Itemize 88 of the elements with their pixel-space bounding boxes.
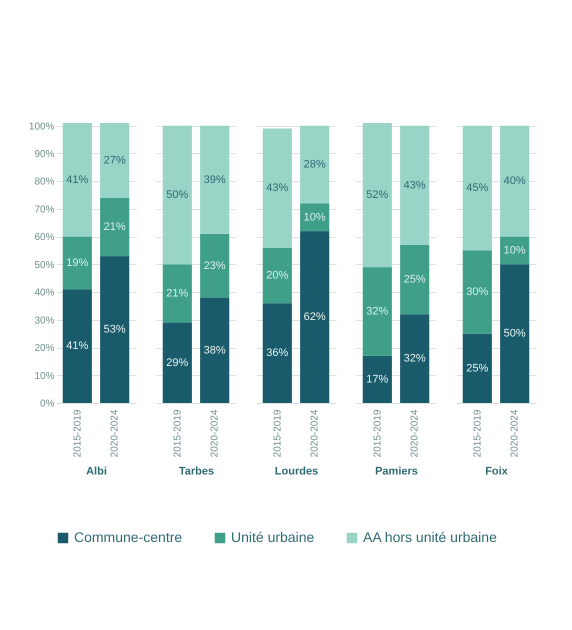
bar xyxy=(462,250,492,334)
bar xyxy=(500,236,530,264)
bar xyxy=(362,267,392,356)
bar xyxy=(100,123,130,198)
legend-label: Unité urbaine xyxy=(231,529,314,545)
bar xyxy=(362,356,392,403)
x-axis-title: Albi xyxy=(86,465,107,478)
bar xyxy=(62,289,92,403)
y-tick-label: 0% xyxy=(40,398,55,410)
data-label: 27% xyxy=(104,154,126,166)
bar xyxy=(400,314,430,403)
x-axis-title: Pamiers xyxy=(375,465,418,478)
x-tick-label: 2020-2024 xyxy=(510,409,521,458)
bar xyxy=(200,234,230,298)
x-tick-label: 2015-2019 xyxy=(172,409,184,458)
bar xyxy=(300,231,330,403)
bar xyxy=(262,248,292,304)
data-label: 21% xyxy=(104,220,126,233)
data-label: 38% xyxy=(204,344,226,356)
data-label: 39% xyxy=(204,174,226,186)
y-tick-label: 50% xyxy=(34,260,55,271)
data-label: 30% xyxy=(466,286,489,298)
data-label: 20% xyxy=(266,269,289,282)
bar xyxy=(262,128,292,248)
bar xyxy=(500,126,530,237)
data-label: 43% xyxy=(266,182,289,194)
bar xyxy=(162,264,192,323)
legend-label: AA hors unité urbaine xyxy=(363,529,498,545)
data-label: 52% xyxy=(366,189,389,202)
x-tick-label: 2020-2024 xyxy=(410,409,421,458)
y-tick-label: 30% xyxy=(34,315,55,326)
data-label: 25% xyxy=(466,362,489,374)
legend-label: Commune-centre xyxy=(74,529,182,545)
data-label: 19% xyxy=(66,257,89,269)
x-tick-label: 2020-2024 xyxy=(310,409,321,458)
data-label: 43% xyxy=(404,179,426,192)
x-axis-title: Lourdes xyxy=(274,465,318,478)
data-label: 29% xyxy=(166,356,189,369)
y-tick-label: 20% xyxy=(34,343,55,354)
data-label: 32% xyxy=(366,306,389,318)
bar xyxy=(262,303,292,403)
y-tick-label: 100% xyxy=(28,121,55,132)
data-label: 45% xyxy=(466,182,489,194)
data-label: 10% xyxy=(504,244,526,257)
data-label: 21% xyxy=(166,287,189,300)
y-tick-label: 60% xyxy=(34,232,55,244)
data-label: 41% xyxy=(66,340,89,352)
bar xyxy=(500,264,530,403)
y-tick-label: 70% xyxy=(34,204,55,216)
y-tick-label: 80% xyxy=(34,176,55,188)
x-axis-title: Foix xyxy=(485,465,509,478)
x-tick-label: 2015-2019 xyxy=(272,409,284,458)
bar xyxy=(162,126,192,264)
bar xyxy=(100,256,130,403)
data-label: 10% xyxy=(304,211,326,224)
data-label: 50% xyxy=(504,328,526,340)
data-label: 17% xyxy=(366,373,389,386)
bar xyxy=(462,334,492,403)
bar xyxy=(200,298,230,403)
bar xyxy=(162,322,192,403)
data-label: 32% xyxy=(404,352,426,365)
data-label: 28% xyxy=(304,158,326,171)
data-label: 50% xyxy=(166,189,189,202)
y-tick-label: 90% xyxy=(34,148,55,160)
bar xyxy=(62,123,92,237)
data-label: 41% xyxy=(66,174,89,186)
data-label: 53% xyxy=(104,324,126,336)
x-tick-label: 2015-2019 xyxy=(72,409,84,458)
bar xyxy=(200,126,230,234)
x-tick-label: 2015-2019 xyxy=(472,409,484,458)
data-label: 62% xyxy=(304,311,326,324)
bar xyxy=(400,244,430,314)
y-tick-label: 10% xyxy=(34,370,55,382)
x-tick-label: 2020-2024 xyxy=(110,409,121,458)
bar xyxy=(62,236,92,290)
data-label: 25% xyxy=(404,274,426,286)
data-label: 36% xyxy=(266,347,289,360)
bar xyxy=(300,126,330,204)
y-tick-label: 40% xyxy=(34,288,55,299)
x-tick-label: 2015-2019 xyxy=(372,409,384,458)
data-label: 40% xyxy=(504,175,526,188)
bar xyxy=(462,126,492,251)
bar xyxy=(400,126,430,245)
bar xyxy=(362,123,392,268)
x-axis-title: Tarbes xyxy=(178,465,214,478)
data-label: 23% xyxy=(204,260,226,272)
bar xyxy=(100,198,130,256)
x-tick-label: 2020-2024 xyxy=(210,409,221,458)
